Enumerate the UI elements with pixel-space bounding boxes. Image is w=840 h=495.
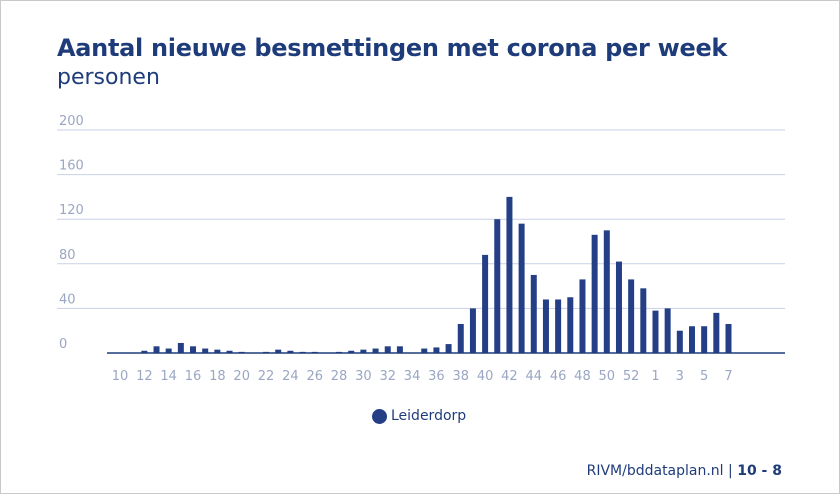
x-tick-label: 32 (379, 369, 396, 384)
bar-week-1 (652, 310, 659, 353)
x-tick-label: 22 (258, 369, 275, 384)
bar-week-44 (530, 274, 537, 353)
x-tick-label: 48 (574, 369, 591, 384)
bar-week-16 (190, 346, 197, 353)
x-axis-ticks: 10 12 14 16 18 20 22 24 26 28 30 32 34 36 38 40 42 44 46 48… (112, 369, 733, 384)
x-tick-label: 24 (282, 369, 299, 384)
bar-week-12 (141, 350, 148, 353)
bar-week-17 (202, 348, 209, 353)
source-date: 10 - 8 (737, 463, 782, 479)
y-axis-ticks: 0 40 80 120 160 200 (59, 114, 84, 352)
y-tick-label: 160 (59, 159, 84, 174)
bar-week-46 (555, 299, 562, 353)
bar-week-3 (676, 330, 683, 353)
bar-week-45 (542, 299, 549, 353)
bar-week-42 (506, 196, 513, 353)
x-tick-label: 14 (160, 369, 177, 384)
bar-week-52 (628, 279, 635, 353)
source-text: RIVM/bddataplan.nl (586, 463, 724, 479)
x-tick-label: 20 (233, 369, 250, 384)
y-tick-label: 80 (59, 248, 76, 263)
bar-week-14 (165, 348, 172, 353)
bar-week-37 (445, 344, 452, 353)
x-tick-label: 42 (501, 369, 518, 384)
bar-week-47 (567, 297, 574, 353)
source-separator: | (728, 463, 733, 479)
y-tick-label: 200 (59, 114, 84, 129)
bar-week-51 (615, 261, 622, 353)
x-tick-label: 46 (550, 369, 567, 384)
bar-week-5 (701, 326, 708, 353)
bar-week-40 (482, 254, 489, 353)
bar-week-4 (688, 326, 695, 353)
chart-title: Aantal nieuwe besmettingen met corona pe… (57, 34, 728, 62)
x-tick-label: 50 (599, 369, 616, 384)
x-tick-label: 18 (209, 369, 226, 384)
y-tick-label: 0 (59, 337, 67, 352)
x-tick-label: 44 (526, 369, 543, 384)
x-tick-label: 12 (136, 369, 153, 384)
x-tick-label: 3 (676, 369, 684, 384)
y-tick-label: 120 (59, 203, 84, 218)
bar-week-13 (153, 346, 160, 353)
bar-week-24 (287, 350, 294, 353)
bar-week-50 (603, 230, 610, 353)
source-credit: RIVM/bddataplan.nl | 10 - 8 (587, 463, 782, 479)
bar-week-53 (640, 288, 647, 353)
x-tick-label: 10 (112, 369, 129, 384)
bar-week-36 (433, 347, 440, 353)
bar-week-33 (396, 346, 403, 353)
bar-week-41 (494, 219, 501, 353)
bar-week-43 (518, 223, 525, 353)
x-tick-label: 1 (651, 369, 659, 384)
bar-week-30 (360, 349, 367, 353)
x-tick-label: 52 (623, 369, 640, 384)
bar-week-2 (664, 308, 671, 353)
x-tick-label: 7 (724, 369, 732, 384)
y-tick-label: 40 (59, 292, 76, 307)
legend-marker (372, 408, 387, 424)
x-tick-label: 28 (331, 369, 348, 384)
bar-week-31 (372, 348, 379, 353)
bar-week-35 (421, 348, 428, 353)
bar-week-39 (469, 308, 476, 353)
x-tick-label: 36 (428, 369, 445, 384)
bar-week-15 (177, 342, 184, 353)
bar-week-32 (384, 346, 391, 353)
legend-label: Leiderdorp (391, 408, 467, 424)
bars (141, 196, 732, 353)
x-tick-label: 34 (404, 369, 421, 384)
bar-week-19 (226, 350, 233, 353)
bar-week-7 (725, 324, 732, 353)
legend: Leiderdorp (372, 408, 466, 424)
x-tick-label: 38 (452, 369, 469, 384)
chart-subtitle: personen (57, 65, 160, 90)
x-tick-label: 26 (306, 369, 323, 384)
bar-week-38 (457, 324, 464, 353)
x-tick-label: 16 (185, 369, 202, 384)
bar-week-29 (348, 350, 355, 353)
bar-week-48 (579, 279, 586, 353)
bar-week-18 (214, 349, 221, 353)
bar-week-49 (591, 234, 598, 353)
bar-week-23 (275, 349, 282, 353)
x-tick-label: 40 (477, 369, 494, 384)
bar-week-6 (713, 312, 720, 353)
x-tick-label: 5 (700, 369, 708, 384)
x-tick-label: 30 (355, 369, 372, 384)
gridlines (57, 129, 785, 309)
